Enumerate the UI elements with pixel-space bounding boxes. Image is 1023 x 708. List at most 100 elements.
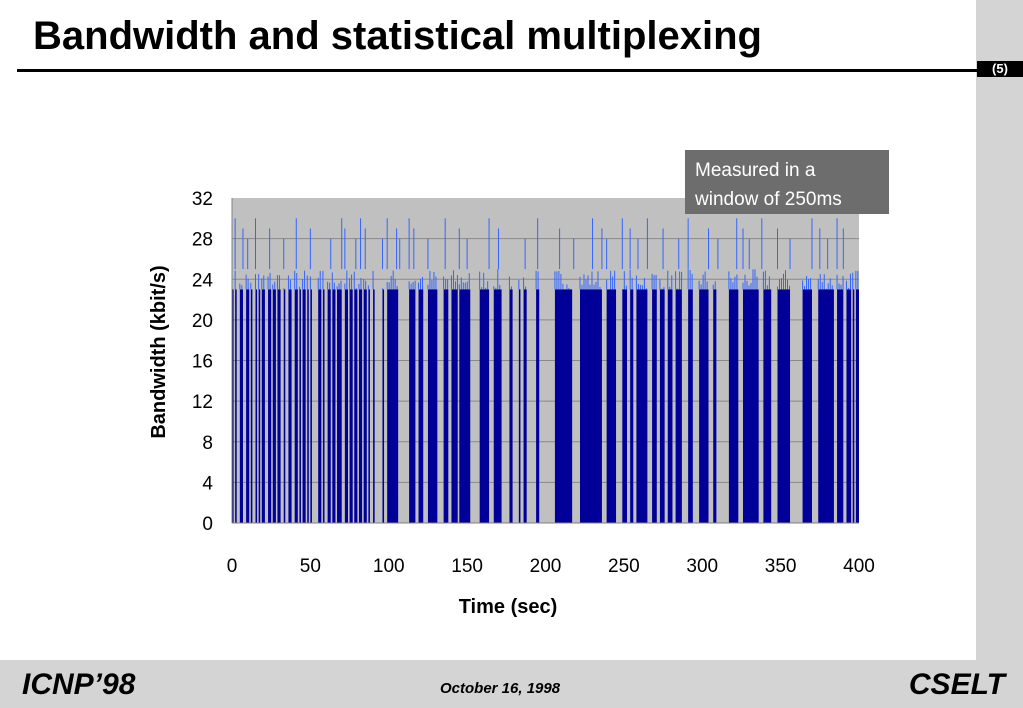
data-bar <box>363 289 367 523</box>
data-bar <box>358 289 363 523</box>
data-bar <box>630 289 634 523</box>
y-tick-label: 24 <box>192 270 214 291</box>
data-bar <box>802 289 812 523</box>
data-bar <box>675 289 682 523</box>
data-bar <box>337 289 342 523</box>
data-bar <box>283 289 286 523</box>
data-bar <box>373 289 375 523</box>
annotation-box: Measured in a window of 250ms <box>685 150 889 214</box>
data-bar <box>493 289 502 523</box>
data-bar <box>713 289 717 523</box>
data-bar <box>268 289 272 523</box>
data-bar <box>818 289 834 523</box>
x-tick-label: 250 <box>608 556 640 577</box>
data-bar <box>659 289 665 523</box>
x-axis-label: Time (sec) <box>459 596 558 618</box>
data-bar <box>288 289 292 523</box>
right-margin-strip <box>976 0 1023 660</box>
annotation-line: window of 250ms <box>694 189 842 210</box>
data-bar <box>307 289 309 523</box>
data-bar <box>250 289 253 523</box>
data-bar <box>523 289 527 523</box>
data-bar <box>368 289 370 523</box>
data-bar <box>349 289 353 523</box>
data-bar <box>837 289 844 523</box>
data-bar <box>451 289 458 523</box>
data-bar <box>235 289 237 523</box>
data-bar <box>743 289 759 523</box>
y-tick-label: 16 <box>192 352 213 373</box>
data-bar <box>344 289 348 523</box>
data-bar <box>418 289 424 523</box>
data-bar <box>443 289 449 523</box>
data-bar <box>302 289 306 523</box>
y-tick-label: 32 <box>192 189 213 210</box>
y-tick-label: 28 <box>192 230 213 251</box>
data-bar <box>509 289 513 523</box>
data-bar <box>318 289 322 523</box>
data-bar <box>261 289 265 523</box>
annotation-line: Measured in a <box>695 160 816 181</box>
y-tick-label: 12 <box>192 392 213 413</box>
data-bar <box>852 289 855 523</box>
data-bar <box>667 289 673 523</box>
x-tick-label: 50 <box>300 556 321 577</box>
y-axis-label: Bandwidth (kbit/s) <box>148 265 170 438</box>
footer-date: October 16, 1998 <box>440 680 561 697</box>
data-bar <box>272 289 276 523</box>
data-bar <box>652 289 657 523</box>
data-bar <box>728 289 739 523</box>
x-tick-label: 0 <box>227 556 238 577</box>
data-bar <box>622 289 628 523</box>
data-bar <box>763 289 772 523</box>
data-bar <box>354 289 358 523</box>
data-bar <box>688 289 693 523</box>
y-tick-label: 8 <box>202 433 213 454</box>
data-bar <box>299 289 301 523</box>
slide-title: Bandwidth and statistical multiplexing <box>33 14 762 58</box>
y-tick-label: 0 <box>202 514 213 535</box>
x-tick-label: 300 <box>686 556 718 577</box>
data-bar <box>246 289 250 523</box>
bandwidth-series <box>231 218 859 523</box>
data-bar <box>855 289 859 523</box>
data-bar <box>777 289 791 523</box>
data-bar <box>332 289 336 523</box>
data-bar <box>536 289 540 523</box>
data-bar <box>255 289 258 523</box>
y-tick-label: 20 <box>192 311 213 332</box>
data-bar <box>327 289 331 523</box>
data-bar <box>636 289 648 523</box>
data-bar <box>518 289 521 523</box>
annotation-text: Measured in a window of 250ms <box>694 160 842 210</box>
data-bar <box>382 289 385 523</box>
data-bar <box>479 289 490 523</box>
data-bar <box>606 289 617 523</box>
y-tick-label: 4 <box>202 473 213 494</box>
data-bar <box>258 289 261 523</box>
data-bar <box>409 289 416 523</box>
data-bar <box>310 289 312 523</box>
footer-bar: ICNP’98 October 16, 1998 CSELT <box>0 660 1023 708</box>
data-bar <box>427 289 438 523</box>
data-bar <box>277 289 281 523</box>
data-bar <box>322 289 325 523</box>
data-bar <box>239 289 243 523</box>
data-bar <box>294 289 298 523</box>
x-tick-label: 150 <box>451 556 483 577</box>
axes <box>231 198 859 524</box>
title-rule <box>17 69 1023 72</box>
data-bar <box>232 289 234 523</box>
data-bar <box>579 289 602 523</box>
tick-labels: 0 4 8 12 16 20 24 28 32 0 50 100 150 200 250 300 350 400 <box>192 189 875 577</box>
page-number-badge: (5) <box>977 61 1023 77</box>
data-bar <box>459 289 471 523</box>
x-tick-label: 100 <box>373 556 405 577</box>
x-tick-label: 350 <box>765 556 797 577</box>
data-bar <box>846 289 852 523</box>
data-bar <box>699 289 709 523</box>
data-bar <box>387 289 399 523</box>
x-tick-label: 400 <box>843 556 875 577</box>
data-bar <box>554 289 573 523</box>
